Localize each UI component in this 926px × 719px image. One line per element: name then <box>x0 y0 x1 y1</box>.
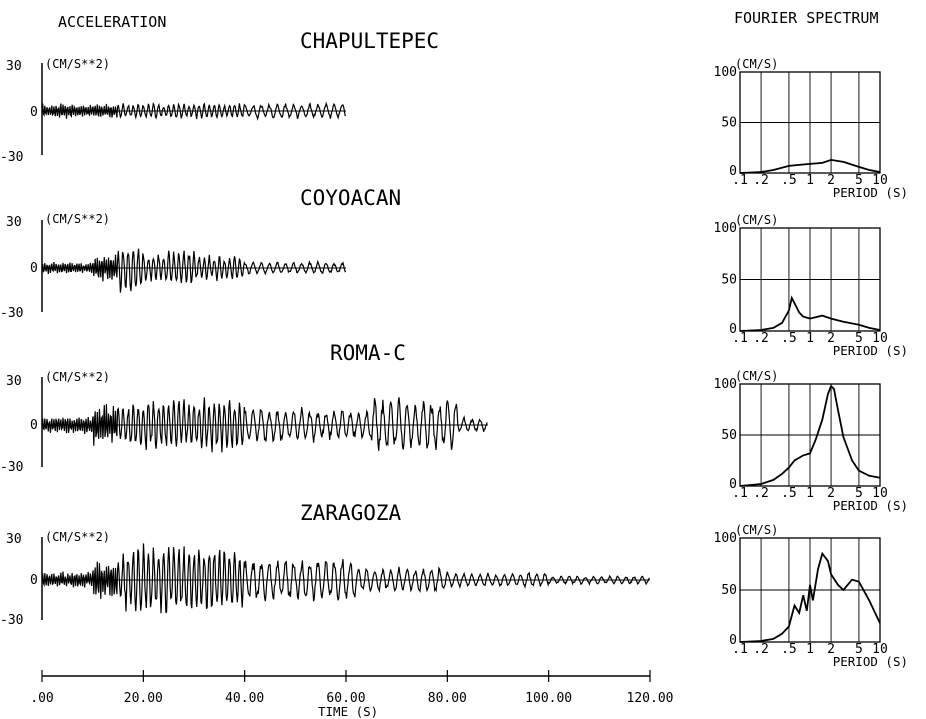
y-tick-label: 0 <box>30 573 38 588</box>
spectrum-x-tick-label: 2 <box>827 486 835 501</box>
spectrum-x-tick-label: .1 <box>732 642 748 657</box>
y-tick-label: 30 <box>6 215 22 230</box>
spectrum-curve <box>739 384 881 487</box>
y-tick-label: 30 <box>6 59 22 74</box>
time-tick-label: 40.00 <box>225 691 264 706</box>
y-tick-label: 30 <box>6 374 22 389</box>
y-tick-label: 30 <box>6 532 22 547</box>
spectrum-x-axis-label: PERIOD (S) <box>833 343 908 358</box>
fourier-spectrum-header: FOURIER SPECTRUM <box>734 9 879 27</box>
spectrum-x-tick-label: 10 <box>872 642 888 657</box>
spectrum-x-tick-label: 10 <box>872 173 888 188</box>
spectrum-x-tick-label: 5 <box>855 331 863 346</box>
spectrum-x-tick-label: 2 <box>827 173 835 188</box>
acceleration-panel-chapultepec: CHAPULTEPEC (CM/S**2) 30 0 -30 <box>0 29 439 165</box>
y-tick-label: 0 <box>30 261 38 276</box>
spectrum-y-tick-label: 0 <box>729 322 737 337</box>
spectrum-y-tick-label: 0 <box>729 164 737 179</box>
spectrum-y-tick-label: 50 <box>721 273 737 288</box>
spectrum-unit-label: (CM/S) <box>735 369 778 383</box>
spectrum-y-tick-label: 100 <box>714 65 737 80</box>
spectrum-x-tick-label: .5 <box>781 642 797 657</box>
spectrum-y-tick-label: 0 <box>729 477 737 492</box>
spectrum-curve <box>739 295 881 332</box>
y-unit-label: (CM/S**2) <box>45 57 110 71</box>
y-unit-label: (CM/S**2) <box>45 370 110 384</box>
time-axis-label: TIME (S) <box>318 704 378 719</box>
acceleration-panel-zaragoza: ZARAGOZA (CM/S**2) 30 0 -30 <box>0 501 650 628</box>
y-tick-label: -30 <box>0 613 23 628</box>
spectrum-x-tick-label: .1 <box>732 486 748 501</box>
spectrum-x-tick-label: .2 <box>753 642 769 657</box>
spectrum-x-tick-label: 5 <box>855 173 863 188</box>
time-tick-label: 60.00 <box>326 691 365 706</box>
spectrum-y-tick-label: 50 <box>721 583 737 598</box>
time-tick-label: .00 <box>30 691 53 706</box>
spectrum-x-tick-label: 5 <box>855 642 863 657</box>
spectrum-x-tick-label: .2 <box>753 331 769 346</box>
spectrum-x-axis-label: PERIOD (S) <box>833 654 908 669</box>
spectrum-x-tick-label: 10 <box>872 331 888 346</box>
y-unit-label: (CM/S**2) <box>45 530 110 544</box>
spectrum-y-tick-label: 100 <box>714 377 737 392</box>
spectrum-x-tick-label: .2 <box>753 173 769 188</box>
acceleration-trace <box>41 101 347 121</box>
acceleration-trace <box>41 397 488 453</box>
spectrum-x-tick-label: .5 <box>781 331 797 346</box>
station-title: ZARAGOZA <box>300 501 402 525</box>
spectrum-x-tick-label: .5 <box>781 173 797 188</box>
spectrum-x-tick-label: 1 <box>806 331 814 346</box>
spectrum-y-tick-label: 100 <box>714 221 737 236</box>
spectrum-y-tick-label: 50 <box>721 116 737 131</box>
spectrum-x-tick-label: 1 <box>806 642 814 657</box>
spectrum-x-tick-label: .1 <box>732 331 748 346</box>
spectrum-y-tick-label: 50 <box>721 428 737 443</box>
spectrum-x-tick-label: 10 <box>872 486 888 501</box>
time-tick-label: 100.00 <box>525 691 572 706</box>
station-title: CHAPULTEPEC <box>300 29 439 53</box>
spectrum-y-tick-label: 100 <box>714 531 737 546</box>
spectrum-x-tick-label: 1 <box>806 173 814 188</box>
spectrum-x-tick-label: 5 <box>855 486 863 501</box>
time-tick-label: 80.00 <box>428 691 467 706</box>
time-tick-label: 20.00 <box>124 691 163 706</box>
time-axis: TIME (S) .00 20.00 40.00 60.00 80.00 100.00 12… <box>30 670 673 719</box>
spectrum-unit-label: (CM/S) <box>735 213 778 227</box>
station-title: COYOACAN <box>300 186 401 210</box>
y-tick-label: -30 <box>0 150 23 165</box>
spectrum-y-tick-label: 0 <box>729 633 737 648</box>
spectrum-x-tick-label: .1 <box>732 173 748 188</box>
acceleration-trace <box>41 543 650 614</box>
station-title: ROMA-C <box>330 341 406 365</box>
spectrum-x-tick-label: 1 <box>806 486 814 501</box>
spectrum-curve <box>739 551 881 643</box>
acceleration-trace <box>41 248 347 293</box>
acceleration-header: ACCELERATION <box>58 13 166 31</box>
y-tick-label: -30 <box>0 460 23 475</box>
time-tick-label: 120.00 <box>627 691 674 706</box>
spectrum-unit-label: (CM/S) <box>735 523 778 537</box>
y-tick-label: -30 <box>0 306 23 321</box>
spectrum-x-axis-label: PERIOD (S) <box>833 185 908 200</box>
spectrum-x-tick-label: 2 <box>827 642 835 657</box>
spectrum-x-tick-label: .5 <box>781 486 797 501</box>
spectrum-x-tick-label: .2 <box>753 486 769 501</box>
spectrum-x-tick-label: 2 <box>827 331 835 346</box>
y-tick-label: 0 <box>30 105 38 120</box>
acceleration-panel-roma-c: ROMA-C (CM/S**2) 30 0 -30 <box>0 341 488 475</box>
y-tick-label: 0 <box>30 418 38 433</box>
spectrum-curve <box>739 158 881 174</box>
spectrum-unit-label: (CM/S) <box>735 57 778 71</box>
spectrum-x-axis-label: PERIOD (S) <box>833 498 908 513</box>
y-unit-label: (CM/S**2) <box>45 212 110 226</box>
acceleration-panel-coyoacan: COYOACAN (CM/S**2) 30 0 -30 <box>0 186 401 321</box>
